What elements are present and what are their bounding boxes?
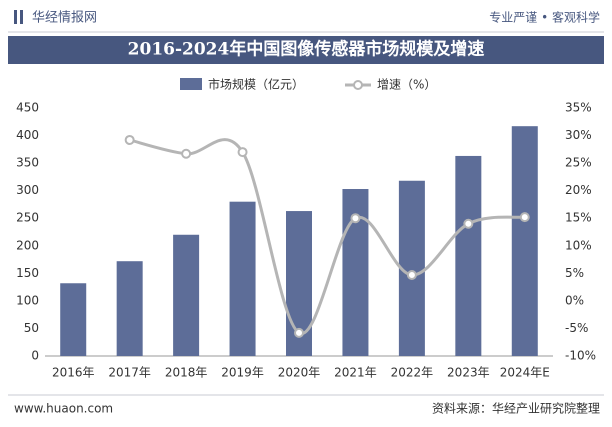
y-tick-label: 300	[16, 183, 39, 197]
x-tick-label: 2024年E	[500, 366, 550, 380]
y2-tick-label: 30%	[565, 128, 592, 142]
y-tick-label: 200	[16, 238, 39, 252]
x-tick-label: 2018年	[165, 366, 208, 380]
title-banner	[8, 36, 604, 64]
point	[181, 148, 192, 159]
point	[519, 212, 530, 223]
y-tick-label: 150	[16, 266, 39, 280]
chart-title: 2016-2024年中国图像传感器市场规模及增速	[128, 39, 485, 60]
point	[350, 213, 361, 224]
y-tick-label: 400	[16, 128, 39, 142]
y2-tick-label: 35%	[565, 101, 592, 115]
legend-swatch	[353, 80, 363, 90]
point	[124, 134, 135, 145]
y2-tick-label: 0%	[565, 293, 584, 307]
bar	[455, 155, 482, 356]
point	[406, 269, 417, 280]
x-tick-label: 2021年	[334, 366, 377, 380]
point	[463, 218, 474, 229]
y-tick-label: 450	[16, 101, 39, 115]
x-tick-label: 2019年	[221, 366, 264, 380]
bar	[116, 261, 143, 356]
x-tick-label: 2017年	[108, 366, 151, 380]
bar	[60, 283, 87, 356]
footer-source: 资料来源：华经产业研究院整理	[432, 401, 600, 416]
y2-tick-label: 25%	[565, 156, 592, 170]
bar	[173, 234, 200, 356]
brand: 华经情报网	[32, 11, 97, 26]
y2-tick-label: -10%	[565, 349, 596, 363]
point	[237, 147, 248, 158]
logo-mark	[14, 10, 17, 24]
y-tick-label: 250	[16, 211, 39, 225]
bar	[229, 201, 256, 356]
y-tick-label: 50	[24, 321, 39, 335]
y-tick-label: 100	[16, 293, 39, 307]
legend-swatch	[180, 78, 202, 90]
footer-site: www.huaon.com	[14, 402, 113, 416]
logo-mark	[20, 10, 23, 24]
y2-tick-label: 10%	[565, 238, 592, 252]
y2-tick-label: -5%	[565, 321, 588, 335]
x-tick-label: 2022年	[391, 366, 434, 380]
legend-label: 增速（%）	[377, 78, 436, 92]
y2-tick-label: 15%	[565, 211, 592, 225]
y2-tick-label: 5%	[565, 266, 584, 280]
bar	[398, 180, 425, 356]
x-tick-label: 2020年	[278, 366, 321, 380]
x-tick-label: 2023年	[447, 366, 490, 380]
line	[129, 138, 525, 335]
point	[294, 327, 304, 338]
y-tick-label: 0	[31, 349, 39, 363]
legend-label: 市场规模（亿元）	[208, 77, 304, 92]
x-tick-label: 2016年	[52, 366, 95, 380]
slogan: 专业严谨 • 客观科学	[489, 10, 600, 25]
y2-tick-label: 20%	[565, 183, 592, 197]
y-tick-label: 350	[16, 156, 39, 170]
bar	[511, 126, 538, 356]
